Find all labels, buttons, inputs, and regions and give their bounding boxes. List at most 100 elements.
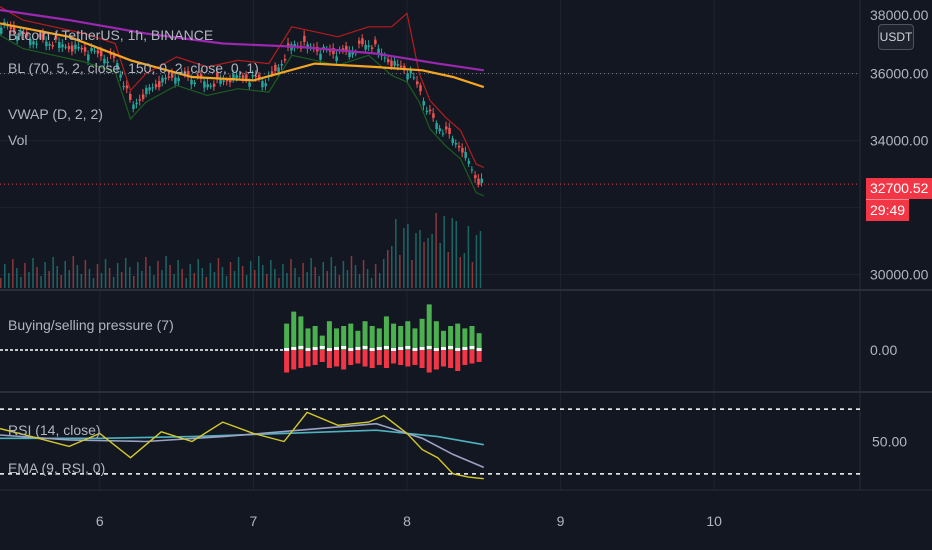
- candle-body-107: [345, 45, 348, 51]
- volume-bar-46: [185, 278, 187, 288]
- price-label-34000: 34000.00: [870, 133, 929, 149]
- pressure-sell-bar-16: [398, 350, 404, 365]
- candle-body-8: [25, 32, 29, 37]
- pressure-mark-25: [462, 347, 468, 350]
- pressure-mark-2: [298, 346, 304, 349]
- candle-body-22: [70, 45, 74, 52]
- candle-body-84: [270, 71, 274, 75]
- pressure-mark-22: [440, 347, 446, 350]
- candle-body-38: [122, 86, 126, 88]
- legend-bl[interactable]: BL (70, 5, 2, close, 150, 0, 2, close, 0…: [8, 60, 259, 76]
- volume-bar-115: [463, 253, 466, 288]
- volume-bar-21: [84, 260, 87, 288]
- rsi-line: [0, 411, 484, 480]
- volume-bar-59: [237, 257, 240, 288]
- candle-body-111: [357, 40, 361, 44]
- candle-body-146: [470, 169, 474, 171]
- volume-bar-40: [161, 270, 163, 288]
- volume-bar-82: [330, 257, 333, 288]
- candle-body-109: [351, 51, 355, 55]
- candle-body-25: [80, 47, 84, 50]
- candle-body-147: [474, 175, 477, 179]
- volume-bar-0: [0, 278, 2, 288]
- volume-bar-6: [24, 263, 26, 288]
- candle-body-31: [99, 50, 103, 57]
- pressure-buy-bar-24: [455, 323, 461, 350]
- candle-body-69: [222, 80, 226, 82]
- candle-body-57: [183, 71, 187, 75]
- legend-ema[interactable]: EMA (9, RSI, 0): [8, 460, 106, 476]
- volume-bar-56: [225, 276, 228, 288]
- candle-body-50: [161, 77, 164, 83]
- candle-body-59: [190, 79, 193, 85]
- volume-bar-114: [459, 257, 462, 288]
- candle-body-6: [19, 30, 22, 33]
- volume-bar-55: [221, 267, 224, 288]
- volume-bar-44: [177, 260, 179, 288]
- candle-body-142: [457, 145, 461, 148]
- pressure-mark-6: [326, 348, 332, 351]
- pressure-mark-21: [433, 348, 439, 351]
- candle-body-64: [206, 84, 209, 88]
- legend-vwap[interactable]: VWAP (D, 2, 2): [8, 106, 103, 122]
- pressure-buy-bar-0: [284, 323, 290, 350]
- pressure-mark-24: [455, 348, 461, 351]
- volume-bar-16: [64, 261, 66, 288]
- volume-bar-62: [249, 261, 252, 288]
- legend-symbol[interactable]: Bitcoin / TetherUS, 1h, BINANCE: [8, 27, 214, 43]
- candle-body-13: [41, 33, 45, 40]
- pressure-mark-0: [284, 348, 290, 351]
- candle-body-137: [441, 133, 445, 135]
- price-label-top: 38000.00: [870, 7, 929, 23]
- candle-body-127: [409, 70, 413, 74]
- volume-bar-26: [104, 259, 107, 288]
- candle-body-75: [241, 75, 245, 79]
- volume-bar-92: [370, 278, 373, 288]
- candle-body-113: [364, 44, 367, 50]
- volume-bar-66: [266, 274, 268, 288]
- volume-bar-88: [354, 265, 357, 288]
- volume-bar-24: [96, 264, 99, 288]
- ma-purple-line: [0, 8, 484, 72]
- volume-bar-111: [447, 252, 449, 288]
- pressure-buy-bar-6: [326, 321, 332, 350]
- candle-body-76: [245, 74, 248, 81]
- ma-orange-line: [0, 22, 485, 89]
- pressure-mark-8: [341, 346, 347, 349]
- candle-body-47: [151, 87, 155, 89]
- pressure-buy-bar-11: [362, 321, 368, 350]
- volume-bar-67: [270, 260, 272, 288]
- pressure-sell-bar-25: [462, 350, 468, 365]
- pressure-sell-bar-26: [469, 350, 475, 364]
- candle-body-37: [119, 74, 122, 78]
- legend-vol[interactable]: Vol: [8, 132, 28, 148]
- volume-bar-11: [44, 262, 46, 288]
- candle-body-67: [216, 72, 219, 79]
- volume-bar-94: [378, 273, 381, 288]
- volume-bar-80: [322, 262, 324, 288]
- legend-rsi[interactable]: RSI (14, close): [8, 422, 101, 438]
- candle-body-77: [248, 82, 251, 87]
- time-label-10: 10: [706, 513, 722, 529]
- candle-body-119: [383, 57, 387, 59]
- pressure-buy-bar-9: [348, 323, 354, 350]
- volume-bar-29: [116, 263, 119, 288]
- volume-bar-68: [274, 269, 276, 288]
- candle-body-81: [261, 81, 264, 88]
- candle-body-123: [396, 64, 400, 66]
- pressure-sell-bar-15: [391, 350, 397, 364]
- pressure-sell-bar-20: [426, 350, 432, 373]
- volume-bar-107: [431, 234, 433, 288]
- currency-button[interactable]: USDT: [878, 24, 914, 50]
- candle-body-122: [393, 61, 396, 66]
- volume-bar-109: [439, 243, 441, 288]
- volume-bar-71: [286, 273, 288, 288]
- volume-bar-73: [294, 268, 296, 288]
- volume-bar-118: [475, 235, 478, 288]
- volume-bar-38: [153, 275, 155, 288]
- price-label-30000: 30000.00: [870, 267, 929, 283]
- legend-pressure[interactable]: Buying/selling pressure (7): [8, 317, 174, 333]
- pressure-sell-bar-9: [348, 350, 354, 365]
